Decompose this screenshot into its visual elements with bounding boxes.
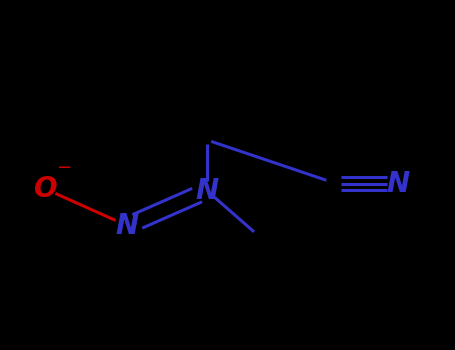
Text: O: O bbox=[34, 175, 57, 203]
Text: −: − bbox=[56, 159, 71, 177]
Text: N: N bbox=[386, 170, 410, 198]
Text: N: N bbox=[116, 212, 139, 240]
Text: N: N bbox=[195, 177, 219, 205]
